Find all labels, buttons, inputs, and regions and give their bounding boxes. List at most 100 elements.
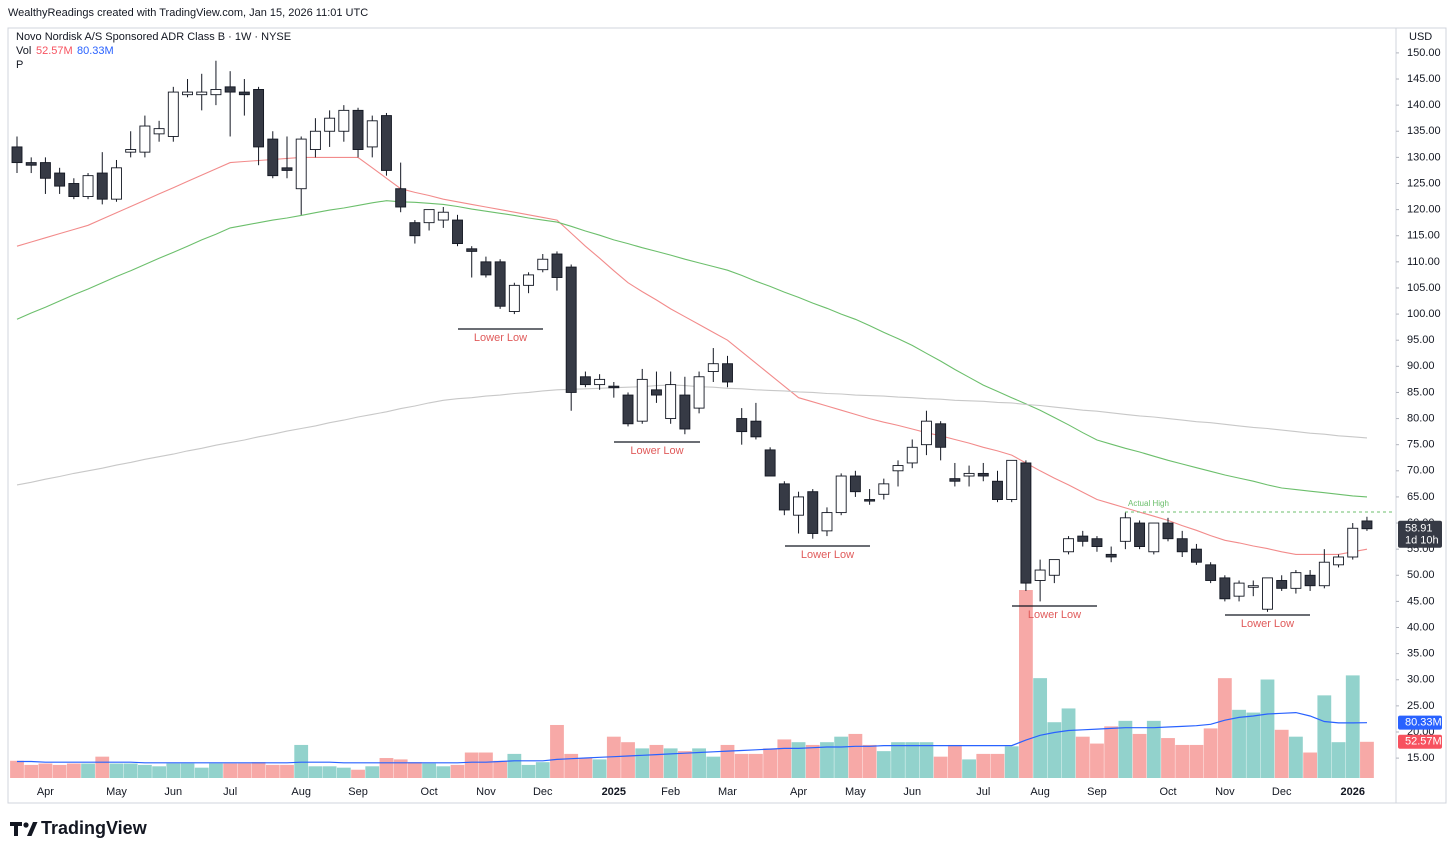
candle-body (267, 138, 279, 177)
volume-bar (1118, 720, 1133, 778)
y-tick-label: 65.00 (1407, 491, 1435, 503)
candle-body (253, 89, 265, 148)
volume-bar (209, 763, 223, 778)
volume-bar (1260, 679, 1275, 778)
y-tick-label: 115.00 (1407, 230, 1440, 242)
y-tick-label: 100.00 (1407, 308, 1441, 320)
y-tick-label: 135.00 (1407, 125, 1441, 137)
volume-bar (1019, 590, 1033, 778)
volume-bar (1217, 678, 1232, 778)
volume-bar (109, 763, 124, 778)
volume-bar (606, 736, 621, 778)
volume-bar (1075, 736, 1090, 778)
candle-body (1290, 572, 1302, 589)
x-tick-label: Aug (291, 786, 311, 798)
volume-bar (123, 763, 138, 778)
candle-body (807, 491, 819, 534)
candle-body (977, 472, 989, 477)
reference-line-label: Actual High (1128, 499, 1169, 508)
candle-body (1262, 577, 1273, 610)
candle-body (167, 91, 179, 137)
x-tick-label: Jun (164, 786, 182, 798)
y-tick-label: 150.00 (1407, 47, 1441, 59)
x-tick-label: Jun (903, 786, 921, 798)
candle-body (1148, 522, 1160, 553)
volume-bar (692, 748, 706, 778)
candle-body (68, 183, 80, 197)
y-tick-label: 30.00 (1407, 674, 1435, 686)
volume-bar (876, 751, 891, 778)
candle-body (1077, 535, 1089, 542)
candle-body (452, 219, 463, 245)
candle-body (1119, 517, 1131, 542)
volume-bar (38, 763, 53, 778)
candle-body (1105, 553, 1117, 558)
currency-label: USD (1409, 31, 1432, 43)
candle-body (437, 211, 449, 221)
volume-bar (635, 748, 650, 778)
volume-legend-value: 52.57M (36, 45, 73, 57)
candle-body (39, 162, 51, 179)
volume-bar (1317, 695, 1332, 778)
volume-bar (479, 752, 493, 778)
volume-bar (407, 762, 422, 778)
candle-body (594, 378, 606, 386)
indicator-label: P (16, 59, 23, 71)
volume-bar (578, 758, 593, 778)
moving-average-line (16, 156, 1368, 555)
volume-bar (10, 760, 24, 778)
volume-bar (81, 763, 95, 778)
volume-ma-label-box (1398, 715, 1442, 730)
volume-bar (1331, 742, 1346, 778)
volume-bar (763, 748, 778, 778)
volume-bar (1033, 678, 1048, 778)
candle-body (892, 465, 904, 472)
volume-bar (933, 756, 948, 778)
volume-bar (66, 763, 81, 778)
volume-bar (848, 733, 863, 778)
candle-body (963, 472, 975, 477)
y-tick-label: 85.00 (1407, 386, 1435, 398)
y-tick-label: 40.00 (1407, 621, 1435, 633)
x-tick-label: May (845, 786, 866, 798)
y-tick-label: 130.00 (1407, 151, 1441, 163)
y-tick-label: 80.00 (1407, 412, 1435, 424)
candle-body (196, 91, 208, 96)
volume-bar (862, 744, 877, 778)
candle-body (11, 146, 23, 164)
candle-body (878, 483, 890, 495)
volume-bar (805, 744, 820, 778)
volume-bar (1146, 720, 1161, 778)
volume-bar (422, 763, 436, 778)
volume-bar (649, 744, 664, 778)
volume-bar (1232, 709, 1246, 778)
volume-ma-label: 80.33M (1405, 717, 1442, 729)
candle-body (1190, 548, 1202, 563)
volume-bar (379, 758, 394, 778)
candle-body (338, 109, 350, 132)
volume-bar (24, 764, 39, 778)
candle-body (523, 274, 535, 286)
candle-body (238, 91, 250, 96)
x-tick-label: Aug (1030, 786, 1050, 798)
header: WealthyReadings created with TradingView… (8, 7, 368, 19)
candle-body (651, 389, 662, 396)
candle-body (949, 478, 961, 482)
candle-body (1219, 577, 1231, 600)
candle-body (537, 258, 549, 271)
candle-body (125, 149, 137, 153)
y-tick-label: 140.00 (1407, 99, 1441, 111)
volume-bar (777, 739, 792, 778)
volume-bar (734, 753, 749, 778)
candle-body (1247, 585, 1259, 588)
candle-body (153, 128, 165, 135)
candle-body (849, 475, 861, 493)
volume-bar (393, 759, 408, 778)
candle-body (821, 512, 833, 532)
y-tick-label: 110.00 (1407, 256, 1440, 268)
candle-body (1006, 459, 1018, 500)
candle-body (295, 138, 307, 190)
candle-body (579, 376, 591, 386)
volume-bar (95, 756, 110, 778)
